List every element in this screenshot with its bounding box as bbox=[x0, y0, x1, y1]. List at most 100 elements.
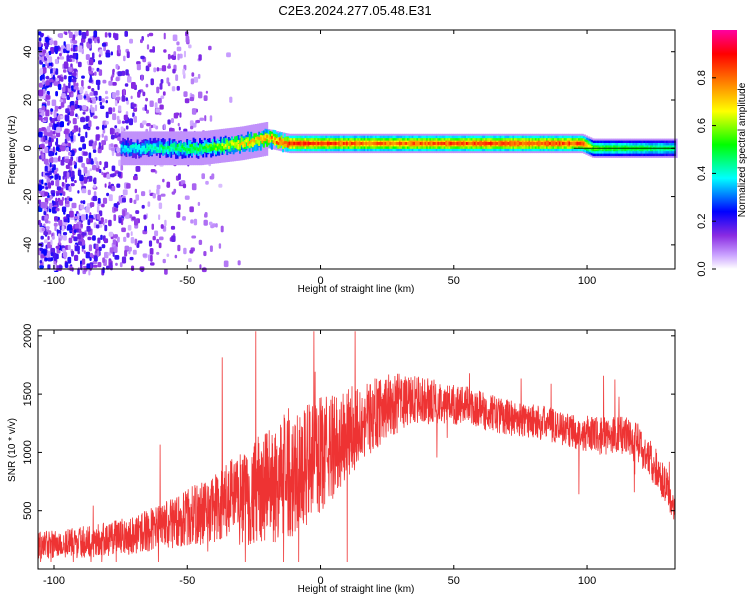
spectrogram-noise-cell bbox=[191, 108, 197, 115]
spectrogram-noise-cell bbox=[123, 88, 126, 96]
spectrogram-ridge-cell bbox=[470, 142, 473, 145]
spectrogram-noise-cell bbox=[97, 262, 102, 268]
spectrogram-ridge-cell bbox=[191, 147, 193, 153]
spectrogram-noise-cell bbox=[78, 147, 83, 151]
spectrogram-noise-cell bbox=[65, 164, 70, 169]
spectrogram-noise-cell bbox=[141, 74, 144, 81]
spectrogram-ridge-cell bbox=[237, 143, 240, 150]
spectrogram-noise-cell bbox=[82, 232, 87, 236]
spectrogram-noise-cell bbox=[82, 111, 86, 115]
spectrogram-ridge-cell bbox=[405, 142, 408, 145]
spectrogram-ridge-cell bbox=[123, 145, 126, 149]
spectrogram-ridge-cell bbox=[341, 142, 344, 145]
spectrogram-noise-cell bbox=[38, 199, 42, 205]
spectrogram-noise-cell bbox=[164, 219, 167, 227]
spectrogram-ridge-cell bbox=[376, 142, 379, 145]
spectrogram-noise-cell bbox=[58, 33, 63, 39]
spectrogram-ridge-cell bbox=[586, 143, 588, 147]
spectrogram-noise-cell bbox=[39, 260, 43, 264]
spectrogram-noise-cell bbox=[60, 159, 65, 166]
spectrogram-ridge-cell bbox=[552, 142, 555, 145]
spectrogram-ridge-cell bbox=[135, 144, 137, 147]
spectrogram-noise-cell bbox=[63, 218, 69, 223]
spectrogram-ridge-cell bbox=[528, 142, 531, 145]
spectrogram-ridge-cell bbox=[155, 149, 158, 153]
spectrogram-noise-cell bbox=[82, 105, 87, 111]
spectrogram-ridge-cell bbox=[203, 145, 206, 149]
spectrogram-noise-cell bbox=[101, 244, 106, 249]
spectrogram-noise-cell bbox=[39, 265, 44, 269]
spectrogram-noise-cell bbox=[87, 43, 92, 49]
spectrogram-noise-cell bbox=[43, 42, 47, 47]
spectrogram-noise-cell bbox=[129, 197, 133, 203]
spectrogram-noise-cell bbox=[62, 251, 68, 258]
spectrogram-ridge-cell bbox=[245, 138, 248, 150]
spectrogram-ridge-cell bbox=[195, 146, 198, 150]
figure-title: C2E3.2024.277.05.48.E31 bbox=[278, 3, 431, 18]
spectrogram-ridge-cell bbox=[413, 142, 416, 145]
spectrogram-noise-cell bbox=[103, 238, 109, 244]
spectrogram-noise-cell bbox=[157, 194, 162, 201]
spectrogram-noise-cell bbox=[67, 256, 72, 264]
spectrogram-ridge-cell bbox=[165, 147, 168, 150]
spectrogram-noise-cell bbox=[110, 51, 113, 56]
spectrogram-ridge-cell bbox=[368, 142, 371, 145]
spectrogram-noise-cell bbox=[169, 127, 173, 133]
spectrogram-ridge-cell bbox=[496, 142, 499, 145]
spectrogram-ridge-cell bbox=[336, 142, 339, 145]
spectrogram-ridge-cell bbox=[386, 142, 389, 145]
spectrogram-noise-cell bbox=[163, 123, 166, 130]
spectrogram-noise-cell bbox=[96, 213, 101, 220]
spectrogram-noise-cell bbox=[148, 240, 153, 247]
spectrogram-noise-cell bbox=[42, 67, 47, 74]
spectrogram-noise-cell bbox=[50, 67, 53, 75]
spectrogram-ridge-cell bbox=[131, 145, 134, 148]
spectrogram-ridge-cell bbox=[446, 142, 449, 145]
spectrogram-noise-cell bbox=[152, 124, 156, 129]
spectrogram-noise-cell bbox=[81, 214, 86, 221]
spectrogram-noise-cell bbox=[100, 234, 103, 240]
spectrogram-noise-cell bbox=[60, 49, 64, 54]
spectrogram-ridge-cell bbox=[541, 142, 544, 145]
spectrogram-x-tick-label: -100 bbox=[43, 275, 65, 287]
spectrogram-ridge-cell bbox=[371, 142, 374, 145]
spectrogram-ridge-cell bbox=[227, 146, 230, 149]
spectrogram-noise-cell bbox=[54, 226, 57, 232]
spectrogram-noise-cell bbox=[205, 90, 208, 94]
spectrogram-ridge-cell bbox=[536, 142, 539, 145]
spectrogram-panel: -100 -50 0 50 100 -40 -20 0 20 40 Height of strai… bbox=[7, 29, 678, 295]
spectrogram-noise-cell bbox=[87, 236, 92, 241]
spectrogram-noise-cell bbox=[115, 90, 120, 96]
spectrogram-ridge-cell bbox=[275, 141, 278, 144]
spectrogram-noise-cell bbox=[69, 55, 74, 59]
spectrogram-ridge-cell bbox=[152, 143, 155, 150]
spectrogram-ridge-cell bbox=[531, 142, 534, 145]
colorbar-tick-label: 0.4 bbox=[696, 166, 708, 181]
spectrogram-noise-cell bbox=[97, 84, 100, 91]
spectrogram-noise-cell bbox=[69, 110, 75, 117]
spectrogram-ridge-cell bbox=[151, 146, 153, 152]
spectrogram-noise-cell bbox=[41, 74, 44, 81]
spectrogram-noise-cell bbox=[71, 250, 74, 257]
spectrogram-noise-cell bbox=[146, 44, 150, 50]
spectrogram-noise-cell bbox=[94, 140, 97, 146]
snr-y-tick-label: 500 bbox=[22, 502, 34, 520]
spectrogram-noise-cell bbox=[39, 179, 42, 184]
spectrogram-x-tick-label: 0 bbox=[317, 275, 323, 287]
spectrogram-noise-cell bbox=[64, 128, 69, 135]
spectrogram-noise-cell bbox=[66, 214, 70, 218]
spectrogram-noise-cell bbox=[47, 182, 52, 189]
spectrogram-noise-cell bbox=[226, 52, 231, 58]
spectrogram-ridge-cell bbox=[563, 142, 566, 145]
spectrogram-noise-cell bbox=[92, 52, 95, 59]
spectrogram-noise-cell bbox=[125, 97, 128, 102]
spectrogram-ridge-cell bbox=[223, 145, 225, 149]
spectrogram-ridge-cell bbox=[211, 147, 214, 151]
spectrogram-noise-cell bbox=[51, 235, 55, 240]
spectrogram-ridge-cell bbox=[130, 146, 133, 153]
spectrogram-noise-cell bbox=[39, 247, 43, 252]
spectrogram-noise-cell bbox=[38, 89, 44, 97]
spectrogram-noise-cell bbox=[67, 244, 71, 250]
spectrogram-noise-cell bbox=[171, 235, 176, 242]
spectrogram-ridge-cell bbox=[453, 142, 456, 145]
